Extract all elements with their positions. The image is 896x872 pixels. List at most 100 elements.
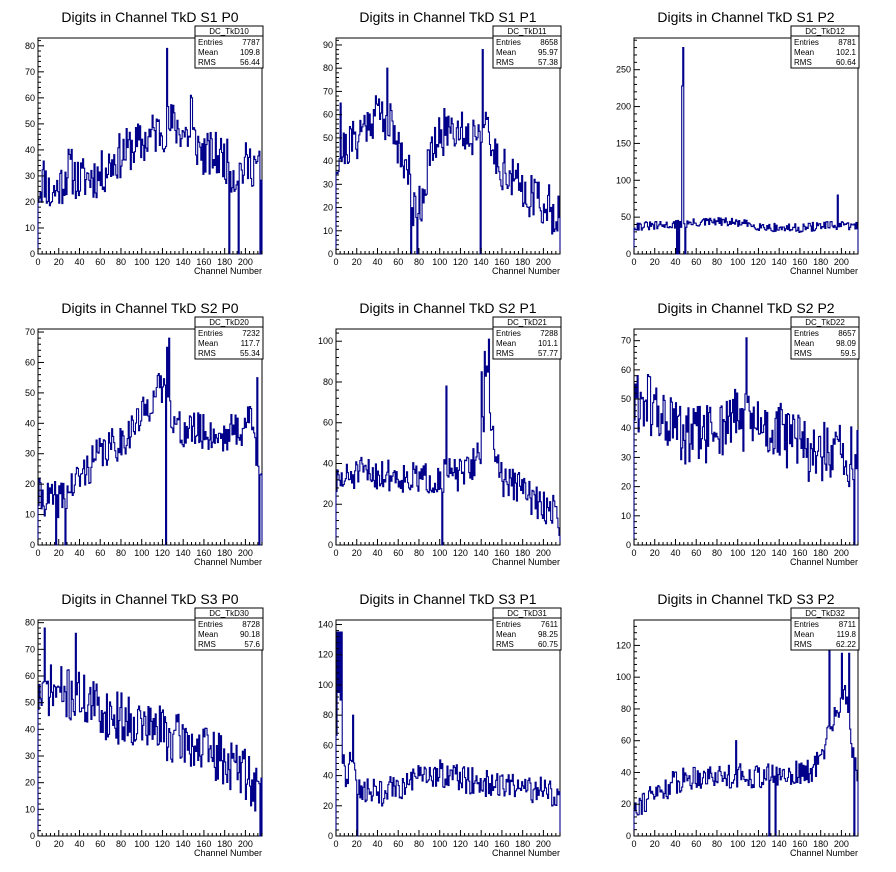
stats-label: Entries xyxy=(198,38,223,47)
stats-label: Mean xyxy=(198,339,218,348)
x-tick-label: 100 xyxy=(134,257,149,267)
x-tick-label: 20 xyxy=(650,839,660,849)
stats-label: Mean xyxy=(794,630,814,639)
stats-box: DC_TkD10 Entries 7787 Mean 109.8 RMS 56.44 xyxy=(194,25,264,69)
y-tick-label: 0 xyxy=(30,540,35,550)
x-tick-label: 120 xyxy=(155,839,170,849)
y-tick-label: 0 xyxy=(328,831,333,841)
histogram-line xyxy=(37,627,263,837)
x-tick-label: 80 xyxy=(116,257,126,267)
y-tick-label: 40 xyxy=(621,767,631,777)
stats-value: 7288 xyxy=(540,329,558,338)
stats-value: 102.1 xyxy=(836,48,857,57)
y-axis: 0 20 40 60 80 100 120 140 xyxy=(318,620,342,841)
stats-value: 101.1 xyxy=(538,339,559,348)
chart-title: Digits in Channel TkD S2 P1 xyxy=(359,300,536,316)
stats-value: 57.6 xyxy=(244,640,260,649)
stats-label: Entries xyxy=(496,38,521,47)
stats-histogram-name: DC_TkD20 xyxy=(209,318,249,327)
x-tick-label: 80 xyxy=(414,839,424,849)
stats-box: DC_TkD30 Entries 8728 Mean 90.18 RMS 57.6 xyxy=(194,607,264,651)
stats-label: RMS xyxy=(794,640,812,649)
y-tick-label: 50 xyxy=(621,212,631,222)
stats-value: 8728 xyxy=(242,620,260,629)
histogram-line xyxy=(335,631,561,837)
y-tick-label: 0 xyxy=(30,831,35,841)
y-tick-label: 80 xyxy=(621,704,631,714)
x-tick-label: 100 xyxy=(730,257,745,267)
y-tick-label: 20 xyxy=(323,499,333,509)
chart-title: Digits in Channel TkD S1 P1 xyxy=(359,9,536,25)
x-tick-label: 180 xyxy=(217,257,232,267)
x-tick-label: 0 xyxy=(35,548,40,558)
y-tick-label: 50 xyxy=(323,133,333,143)
x-tick-label: 20 xyxy=(352,548,362,558)
x-tick-label: 120 xyxy=(453,548,468,558)
x-tick-label: 140 xyxy=(772,548,787,558)
x-tick-label: 80 xyxy=(414,257,424,267)
stats-value: 56.44 xyxy=(240,58,261,67)
y-axis: 0 10 20 30 40 50 60 70 80 90 xyxy=(323,39,342,259)
stats-label: RMS xyxy=(794,58,812,67)
x-tick-label: 200 xyxy=(834,548,849,558)
stats-value: 117.7 xyxy=(241,339,261,348)
stats-box: DC_TkD22 Entries 8657 Mean 98.09 RMS 59.5 xyxy=(790,316,860,360)
stats-histogram-name: DC_TkD31 xyxy=(507,609,547,618)
stats-box-frame xyxy=(194,607,264,651)
stats-value: 7232 xyxy=(242,329,260,338)
stats-value: 90.18 xyxy=(240,630,261,639)
y-tick-label: 0 xyxy=(328,540,333,550)
x-axis-label: Channel Number xyxy=(492,557,560,567)
histogram-line xyxy=(335,49,561,255)
stats-box: DC_TkD32 Entries 8711 Mean 119.8 RMS 62.22 xyxy=(790,607,860,651)
y-tick-label: 50 xyxy=(25,698,35,708)
stats-label: Entries xyxy=(496,329,521,338)
stats-value: 59.5 xyxy=(840,349,856,358)
x-tick-label: 140 xyxy=(176,839,191,849)
stats-label: Mean xyxy=(496,339,516,348)
y-tick-label: 90 xyxy=(323,40,333,50)
x-tick-label: 160 xyxy=(494,548,509,558)
stats-label: Entries xyxy=(198,620,223,629)
y-tick-label: 100 xyxy=(318,680,333,690)
x-tick-label: 140 xyxy=(772,839,787,849)
y-axis: 0 10 20 30 40 50 60 70 80 xyxy=(25,618,44,841)
x-tick-label: 120 xyxy=(155,548,170,558)
y-tick-label: 80 xyxy=(25,618,35,628)
x-tick-label: 0 xyxy=(333,257,338,267)
x-tick-label: 160 xyxy=(494,839,509,849)
x-tick-label: 100 xyxy=(432,839,447,849)
y-axis: 0 10 20 30 40 50 60 70 80 xyxy=(25,40,44,259)
chart-title: Digits in Channel TkD S2 P0 xyxy=(61,300,238,316)
x-tick-label: 0 xyxy=(631,839,636,849)
stats-value: 109.8 xyxy=(240,48,261,57)
x-tick-label: 20 xyxy=(352,839,362,849)
x-tick-label: 100 xyxy=(134,548,149,558)
x-axis-label: Channel Number xyxy=(492,848,560,858)
y-tick-label: 40 xyxy=(25,418,35,428)
plot-frame xyxy=(335,328,561,546)
x-tick-label: 160 xyxy=(196,548,211,558)
stats-label: RMS xyxy=(198,58,216,67)
y-tick-label: 60 xyxy=(25,671,35,681)
x-tick-label: 60 xyxy=(95,257,105,267)
stats-box-frame xyxy=(790,316,860,360)
x-tick-label: 100 xyxy=(134,839,149,849)
chart-title: Digits in Channel TkD S3 P2 xyxy=(657,591,834,607)
stats-label: Mean xyxy=(496,630,516,639)
y-tick-label: 40 xyxy=(323,771,333,781)
y-tick-label: 20 xyxy=(25,778,35,788)
histogram-line xyxy=(37,47,263,255)
y-tick-label: 50 xyxy=(25,388,35,398)
y-tick-label: 40 xyxy=(25,145,35,155)
y-tick-label: 20 xyxy=(25,479,35,489)
stats-value: 62.22 xyxy=(836,640,857,649)
y-tick-label: 80 xyxy=(323,63,333,73)
x-tick-label: 60 xyxy=(691,257,701,267)
y-tick-label: 100 xyxy=(616,175,631,185)
